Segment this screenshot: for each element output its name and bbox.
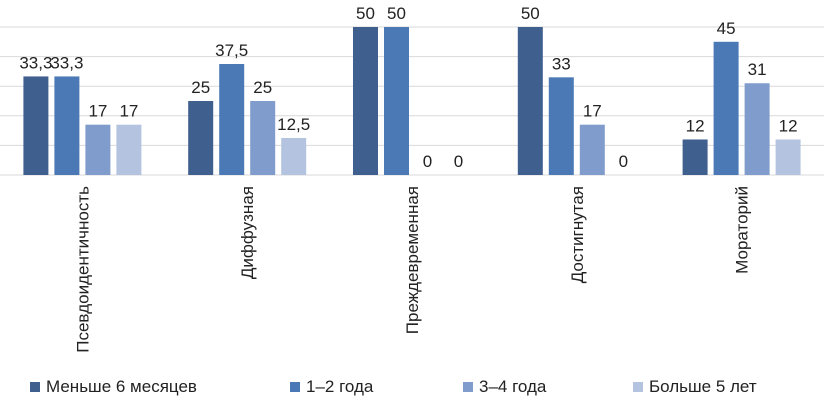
legend-label: Меньше 6 месяцев bbox=[46, 377, 197, 396]
data-label: 12,5 bbox=[277, 115, 310, 134]
category-label: Достигнутая bbox=[568, 186, 587, 283]
legend-swatch bbox=[30, 382, 40, 392]
data-label: 0 bbox=[454, 152, 463, 171]
legend-item-over-5-years: Больше 5 лет bbox=[633, 377, 757, 397]
category-label: Диффузная bbox=[238, 186, 257, 279]
legend-label: 1–2 года bbox=[306, 377, 374, 396]
data-label: 31 bbox=[748, 60, 767, 79]
data-label: 45 bbox=[717, 19, 736, 38]
bar bbox=[219, 64, 245, 175]
legend-swatch bbox=[463, 382, 473, 392]
data-label: 12 bbox=[779, 116, 798, 135]
legend-swatch bbox=[290, 382, 300, 392]
data-label: 0 bbox=[619, 152, 628, 171]
data-label: 25 bbox=[253, 78, 272, 97]
bar-chart: 33,333,3 17 17 25 37,5 25 12,5 50 50 0 0 50 33 17 0 12 4… bbox=[0, 4, 824, 353]
legend-label: 3–4 года bbox=[479, 377, 547, 396]
category-label: Псевдоидентичность bbox=[73, 186, 92, 353]
bar bbox=[116, 124, 142, 175]
data-labels: 33,333,3 17 17 25 37,5 25 12,5 50 50 0 0 50 33 17 0 12 4… bbox=[19, 4, 797, 171]
data-label: 33,3 bbox=[19, 53, 52, 72]
category-labels: Псевдоидентичность Диффузная Преждевременн… bbox=[73, 186, 751, 353]
bar bbox=[250, 101, 276, 175]
bar bbox=[23, 76, 49, 175]
data-label: 25 bbox=[191, 78, 210, 97]
data-label: 50 bbox=[387, 4, 406, 23]
bar bbox=[384, 27, 409, 175]
bar bbox=[517, 27, 543, 175]
data-label: 17 bbox=[88, 102, 107, 121]
data-label: 33 bbox=[552, 54, 571, 73]
bar bbox=[744, 83, 770, 175]
data-label: 17 bbox=[583, 102, 602, 121]
category-label: Мораторий bbox=[733, 186, 752, 274]
legend-item-3-4-years: 3–4 года bbox=[463, 377, 546, 397]
bar bbox=[713, 41, 739, 175]
legend-item-under-6-months: Меньше 6 месяцев bbox=[30, 377, 197, 397]
bar bbox=[54, 76, 80, 175]
data-label: 50 bbox=[521, 4, 540, 23]
data-label: 17 bbox=[119, 102, 138, 121]
bar bbox=[85, 124, 111, 175]
data-label: 0 bbox=[423, 152, 432, 171]
bar bbox=[548, 77, 574, 175]
bars bbox=[23, 27, 801, 175]
data-label: 50 bbox=[356, 4, 375, 23]
legend-item-1-2-years: 1–2 года bbox=[290, 377, 373, 397]
bar bbox=[682, 139, 708, 175]
category-label: Преждевременная bbox=[403, 186, 422, 334]
legend-swatch bbox=[633, 382, 643, 392]
data-label: 33,3 bbox=[50, 53, 83, 72]
data-label: 37,5 bbox=[215, 41, 248, 60]
bar bbox=[281, 138, 307, 175]
data-label: 12 bbox=[686, 116, 705, 135]
bar bbox=[579, 124, 605, 175]
bar bbox=[188, 101, 214, 175]
legend-label: Больше 5 лет bbox=[649, 377, 757, 396]
legend: Меньше 6 месяцев 1–2 года 3–4 года Больш… bbox=[0, 377, 824, 397]
bar bbox=[775, 139, 801, 175]
bar bbox=[353, 27, 378, 175]
